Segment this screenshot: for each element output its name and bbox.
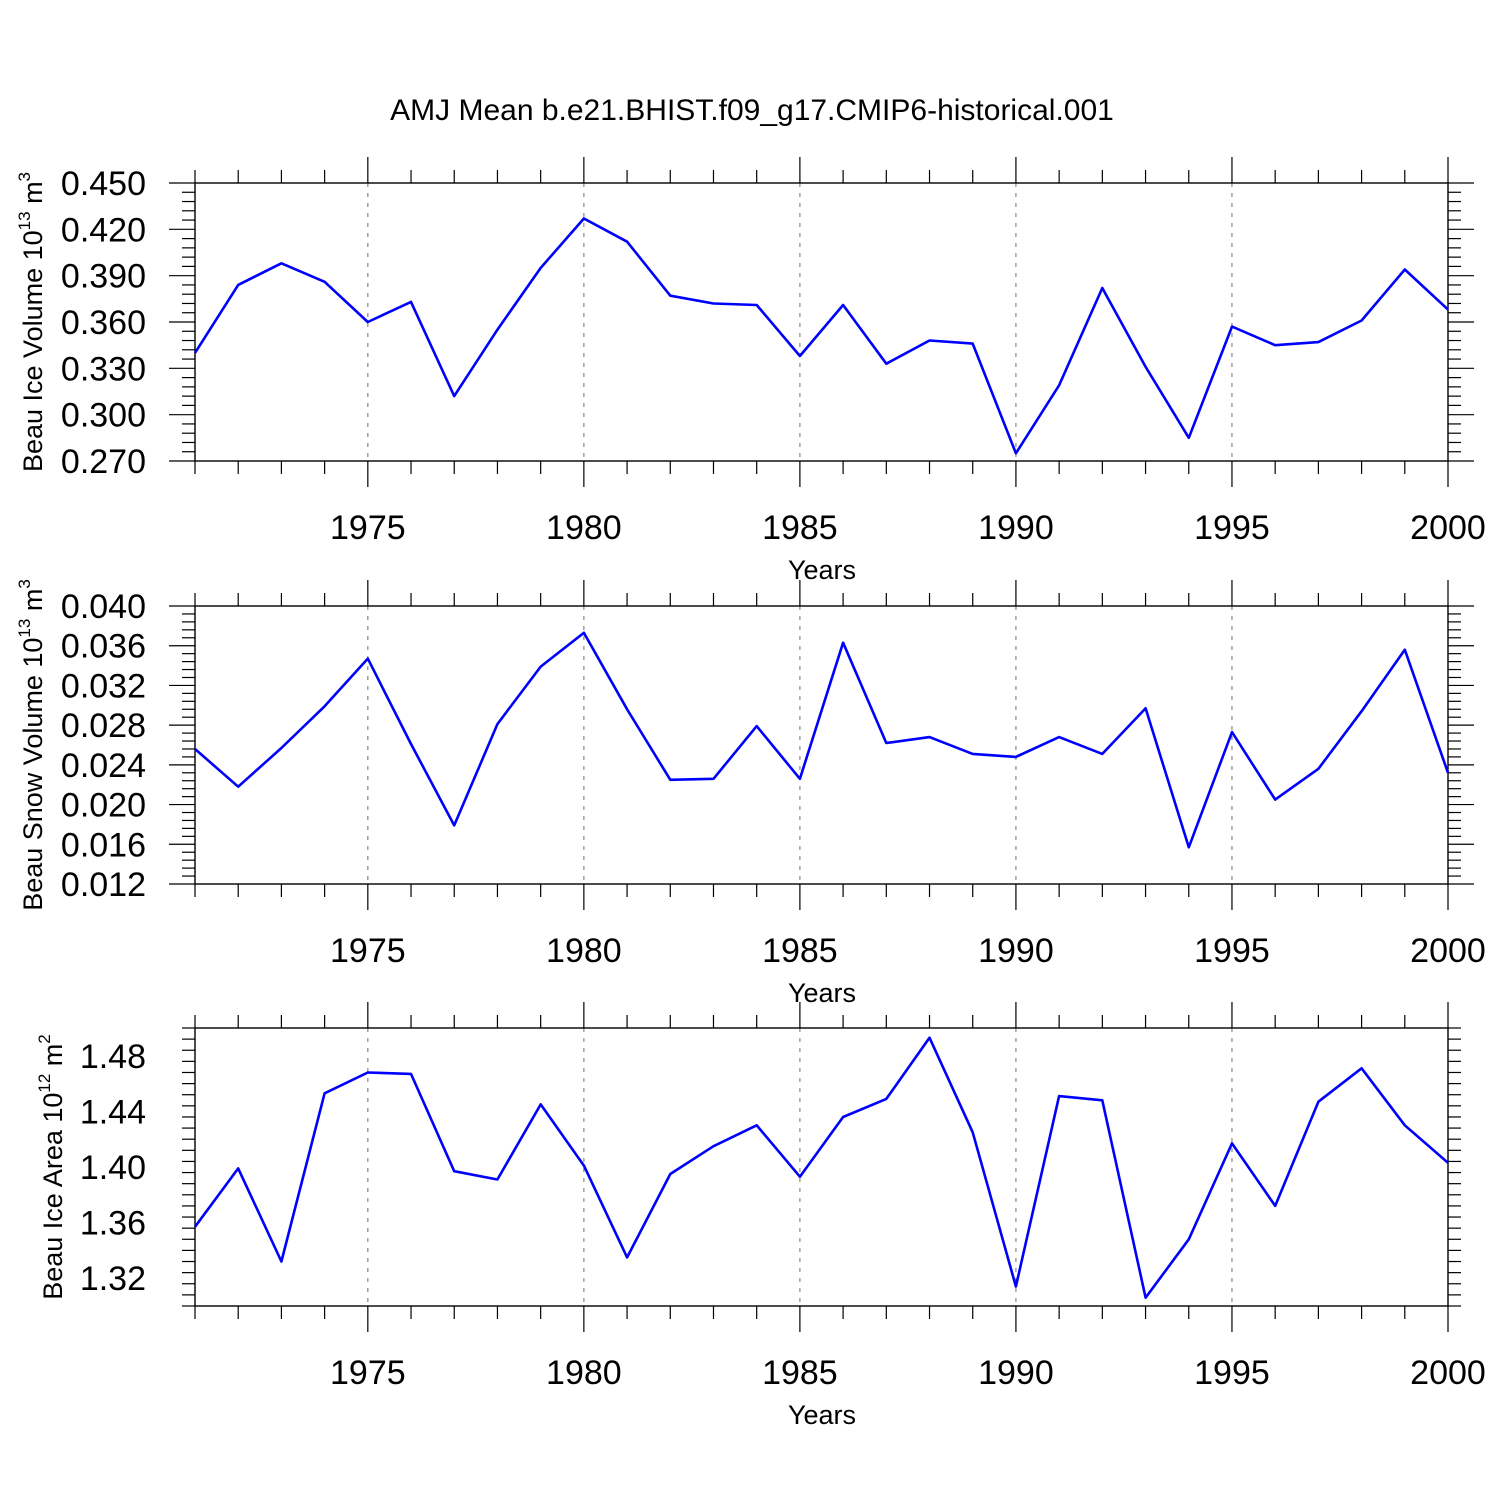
- series-line: [193, 217, 1449, 455]
- x-tick-label: 1980: [546, 1354, 622, 1392]
- x-axis-label: Years: [788, 978, 856, 1008]
- y-tick-label: 1.40: [80, 1149, 146, 1187]
- x-tick-label: 1985: [762, 509, 838, 547]
- x-tick-label: 1975: [330, 1354, 406, 1392]
- x-tick-label: 2000: [1410, 509, 1486, 547]
- y-tick-label: 0.330: [61, 350, 146, 388]
- y-tick-label: 0.300: [61, 397, 146, 435]
- y-tick-label: 0.450: [61, 165, 146, 203]
- plot-frame: [194, 182, 1449, 462]
- y-tick-label: 0.012: [61, 866, 146, 904]
- y-tick-label: 0.390: [61, 258, 146, 296]
- y-axis-label: Beau Snow Volume 1013 m3: [15, 579, 48, 911]
- y-tick-label: 1.48: [80, 1038, 146, 1076]
- chart-panel-1: 0.270 0.300 0.330 0.360 0.390 0.420 0.450 1975 1…: [15, 157, 1486, 585]
- plot-frame: [194, 1027, 1449, 1307]
- y-tick-label: 0.028: [61, 707, 146, 745]
- y-tick-label: 0.020: [61, 787, 146, 825]
- y-tick-label: 1.36: [80, 1205, 146, 1243]
- x-tick-label: 1980: [546, 932, 622, 970]
- x-axis-label: Years: [788, 555, 856, 585]
- y-tick-label: 1.32: [80, 1260, 146, 1298]
- y-tick-label: 0.036: [61, 628, 146, 666]
- x-tick-label: 1975: [330, 932, 406, 970]
- x-tick-label: 1990: [978, 932, 1054, 970]
- y-axis-label: Beau Ice Volume 1013 m3: [15, 172, 48, 472]
- x-axis-label: Years: [788, 1400, 856, 1430]
- chart-panel-3: 1.32 1.36 1.40 1.44 1.48 1975 1980 1985 1990 1995…: [35, 1002, 1486, 1430]
- y-tick-label: 0.016: [61, 826, 146, 864]
- x-tick-label: 1985: [762, 1354, 838, 1392]
- x-tick-label: 1995: [1194, 932, 1270, 970]
- x-tick-label: 1985: [762, 932, 838, 970]
- x-tick-label: 1995: [1194, 509, 1270, 547]
- y-axis-label: Beau Ice Area 1012 m2: [35, 1034, 68, 1300]
- y-tick-label: 0.040: [61, 588, 146, 626]
- chart-panel-2: 0.0120.0160.0200.0240.0280.0320.0360.040…: [15, 579, 1486, 1008]
- x-tick-label: 2000: [1410, 932, 1486, 970]
- y-tick-label: 1.44: [80, 1093, 146, 1131]
- series-line: [194, 631, 1450, 849]
- y-tick-label: 0.270: [61, 443, 146, 481]
- y-tick-label: 0.360: [61, 304, 146, 342]
- series-line: [193, 1036, 1449, 1299]
- x-tick-label: 1990: [978, 1354, 1054, 1392]
- chart-title: AMJ Mean b.e21.BHIST.f09_g17.CMIP6-histo…: [390, 94, 1114, 127]
- x-tick-label: 1995: [1194, 1354, 1270, 1392]
- x-tick-label: 1975: [330, 509, 406, 547]
- x-tick-label: 1980: [546, 509, 622, 547]
- y-tick-label: 0.024: [61, 747, 146, 785]
- x-tick-label: 1990: [978, 509, 1054, 547]
- x-tick-label: 2000: [1410, 1354, 1486, 1392]
- y-tick-label: 0.420: [61, 211, 146, 249]
- plot-frame: [194, 605, 1449, 885]
- y-tick-label: 0.032: [61, 667, 146, 705]
